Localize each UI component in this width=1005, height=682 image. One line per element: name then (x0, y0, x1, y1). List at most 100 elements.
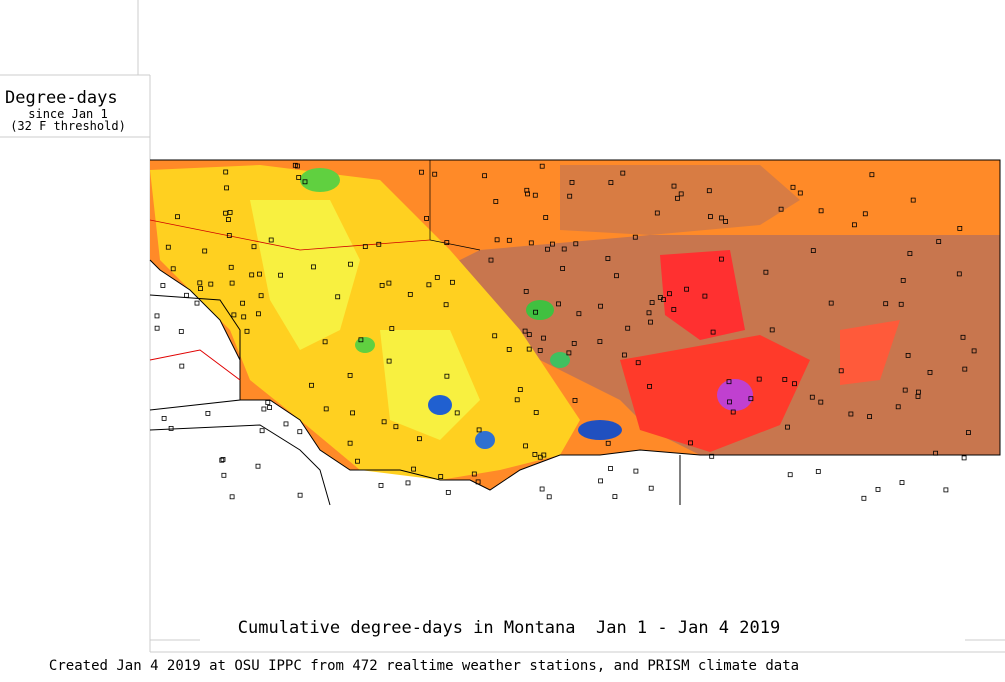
region-red (620, 335, 810, 452)
station (161, 415, 167, 421)
station (494, 237, 500, 243)
station (154, 325, 160, 331)
station (526, 346, 532, 352)
station (541, 452, 547, 458)
station (614, 273, 619, 279)
station (710, 329, 716, 335)
station (905, 352, 911, 358)
station (432, 171, 438, 177)
station (539, 163, 545, 169)
station (684, 286, 689, 292)
legend-threshold: (32 F threshold) (10, 119, 126, 133)
station (522, 328, 528, 334)
station (597, 339, 603, 345)
station (709, 453, 715, 459)
station (517, 387, 523, 393)
station (933, 450, 938, 456)
station (476, 427, 482, 433)
station (573, 241, 579, 247)
station (625, 325, 631, 331)
station (769, 327, 775, 333)
station (936, 239, 942, 245)
station (355, 458, 360, 464)
station (852, 222, 857, 228)
station (438, 474, 444, 480)
station (862, 211, 868, 217)
region-red (840, 320, 900, 385)
region-brown (560, 165, 800, 235)
station (296, 175, 302, 180)
station (537, 347, 543, 353)
station (444, 240, 450, 246)
road (149, 219, 431, 251)
road (149, 349, 241, 381)
station (895, 404, 901, 410)
station (598, 478, 603, 484)
station (719, 256, 724, 262)
station (869, 172, 875, 178)
station (376, 241, 382, 247)
station (426, 282, 432, 288)
station (526, 332, 532, 338)
neighbor-border (149, 424, 331, 506)
station (255, 463, 261, 469)
station (910, 197, 916, 203)
station (258, 293, 264, 299)
station (956, 271, 962, 277)
station (818, 399, 824, 405)
station (818, 208, 824, 214)
station (902, 387, 908, 393)
station (221, 472, 227, 478)
station (194, 300, 200, 306)
station (533, 309, 538, 315)
station (228, 264, 234, 270)
station (240, 300, 246, 306)
station (785, 424, 790, 430)
station (598, 303, 603, 309)
station (416, 436, 422, 442)
station (883, 301, 889, 307)
station (482, 173, 488, 179)
region-blue (578, 420, 622, 440)
station (546, 494, 552, 500)
station (197, 280, 203, 286)
station (702, 293, 708, 299)
region-green (300, 168, 340, 192)
station (259, 428, 265, 434)
station (708, 214, 713, 220)
map-title: Cumulative degree-days in Montana Jan 1 … (238, 618, 780, 638)
station (283, 421, 289, 427)
station (675, 195, 680, 201)
station (571, 340, 577, 346)
station (224, 185, 230, 191)
station (667, 291, 672, 297)
station (612, 494, 618, 500)
region-light-yellow (250, 200, 360, 350)
legend-subtitle: since Jan 1 (28, 107, 107, 121)
station (671, 307, 677, 312)
station (348, 261, 353, 267)
station (648, 485, 654, 491)
station (898, 301, 904, 307)
station (227, 209, 233, 215)
station (567, 193, 573, 199)
station (488, 257, 494, 263)
station (424, 215, 430, 221)
station (278, 272, 284, 278)
station (622, 352, 627, 358)
station (605, 440, 611, 446)
station (528, 240, 534, 246)
station (419, 169, 424, 175)
station (223, 169, 229, 175)
station (444, 373, 450, 379)
station (943, 487, 949, 493)
station (867, 414, 872, 420)
station (608, 466, 613, 471)
region-green (550, 352, 570, 368)
station (633, 468, 639, 474)
station (492, 333, 498, 339)
station (202, 248, 208, 254)
station (347, 372, 353, 378)
station (434, 274, 440, 280)
station (532, 192, 538, 198)
